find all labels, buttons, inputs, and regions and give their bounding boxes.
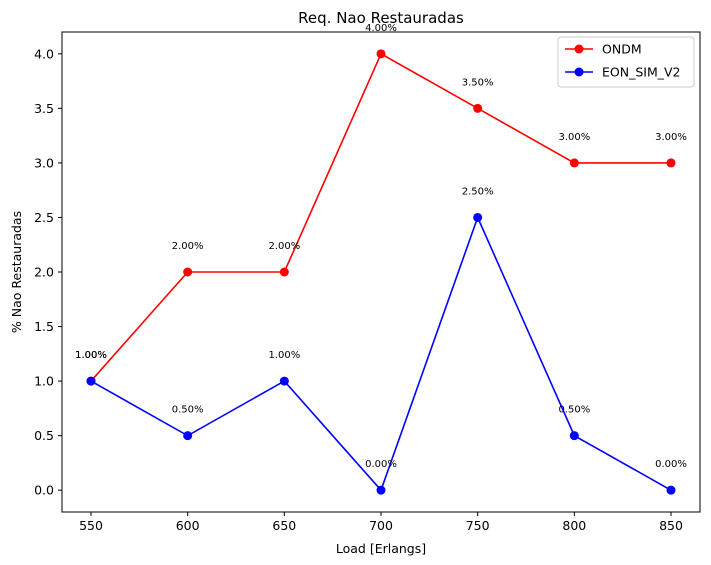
data-label: 1.00%	[75, 350, 107, 361]
data-point	[473, 103, 483, 113]
data-label: 0.00%	[655, 459, 687, 470]
data-point	[569, 158, 579, 168]
data-point	[86, 376, 96, 386]
data-label: 0.50%	[558, 405, 590, 416]
plot-area: 550 600 650 700 750 800 850 0.0 0.5 1.0 1.5 2.0 2.5 3…	[34, 23, 701, 533]
data-point	[376, 49, 386, 59]
data-point	[183, 431, 193, 441]
data-point	[376, 485, 386, 495]
plot-frame	[61, 31, 701, 513]
legend-marker	[574, 44, 584, 54]
data-label: 2.00%	[172, 241, 204, 252]
y-tick-label: 1.0	[34, 374, 54, 389]
data-point	[279, 267, 289, 277]
data-label: 0.50%	[172, 405, 204, 416]
y-tick-label: 2.5	[34, 210, 54, 225]
data-point	[183, 267, 193, 277]
y-tick-label: 2.0	[34, 265, 54, 280]
y-tick-label: 3.5	[34, 101, 54, 116]
x-tick-label: 850	[659, 518, 683, 533]
data-point	[279, 376, 289, 386]
y-tick-label: 3.0	[34, 155, 54, 170]
y-tick-label: 1.5	[34, 319, 54, 334]
legend-label: EON_SIM_V2	[602, 65, 681, 80]
data-point	[666, 485, 676, 495]
chart-title: Req. Nao Restauradas	[298, 9, 464, 27]
x-tick-label: 650	[272, 518, 296, 533]
data-label: 1.00%	[268, 350, 300, 361]
x-tick-label: 700	[369, 518, 393, 533]
series-line-eon_sim_v2	[90, 215, 672, 492]
legend-marker	[574, 67, 584, 77]
data-label: 0.00%	[365, 459, 397, 470]
x-tick-label: 800	[562, 518, 586, 533]
y-tick-label: 0.5	[34, 428, 54, 443]
data-label: 2.00%	[268, 241, 300, 252]
legend-label: ONDM	[602, 42, 642, 57]
x-tick-label: 750	[466, 518, 490, 533]
data-point	[473, 212, 483, 222]
data-point	[569, 431, 579, 441]
series-line-ondm	[90, 52, 671, 382]
legend: ONDM EON_SIM_V2	[557, 36, 695, 88]
y-axis-label: % Nao Restauradas	[9, 211, 24, 333]
data-label: 2.50%	[462, 186, 494, 197]
data-point	[666, 158, 676, 168]
data-label: 4.00%	[365, 23, 397, 34]
y-tick-label: 0.0	[34, 483, 54, 498]
x-tick-label: 550	[79, 518, 103, 533]
y-tick-label: 4.0	[34, 46, 54, 61]
data-label: 3.00%	[655, 132, 687, 143]
x-tick-label: 600	[176, 518, 200, 533]
data-label: 3.50%	[462, 77, 494, 88]
data-label: 1.00%	[75, 350, 107, 361]
x-axis-label: Load [Erlangs]	[336, 541, 426, 556]
data-label: 3.00%	[558, 132, 590, 143]
